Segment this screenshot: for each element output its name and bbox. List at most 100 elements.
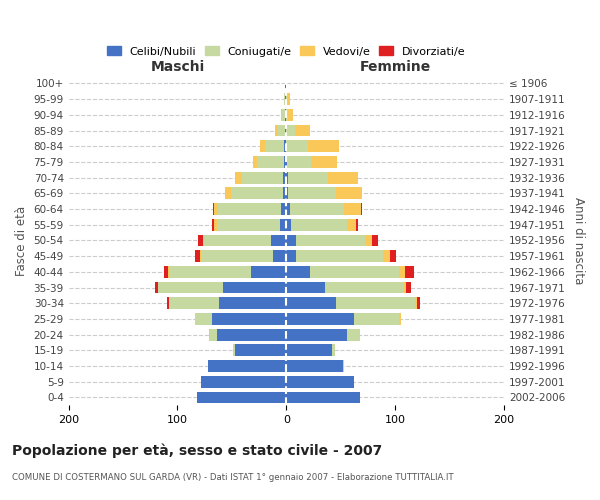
Bar xyxy=(310,266,400,278)
Bar xyxy=(158,282,223,294)
Bar xyxy=(208,360,286,372)
Bar xyxy=(286,344,332,356)
Bar xyxy=(284,94,285,105)
Bar xyxy=(286,298,337,309)
Bar xyxy=(282,109,285,121)
Bar xyxy=(286,219,290,230)
Bar xyxy=(202,250,273,262)
Bar xyxy=(285,94,286,105)
Bar xyxy=(286,94,287,105)
Bar xyxy=(212,219,214,230)
Bar xyxy=(169,266,251,278)
Bar xyxy=(405,266,413,278)
Bar xyxy=(214,203,218,215)
Bar xyxy=(347,329,361,340)
Bar xyxy=(417,298,420,309)
Bar xyxy=(283,188,286,200)
Bar xyxy=(286,140,308,152)
Bar xyxy=(226,188,231,200)
Bar xyxy=(296,234,366,246)
Text: Femmine: Femmine xyxy=(359,60,431,74)
Bar xyxy=(217,219,280,230)
Bar xyxy=(169,298,219,309)
Bar xyxy=(404,282,406,294)
Bar xyxy=(290,219,347,230)
Bar xyxy=(209,329,210,340)
Bar xyxy=(253,156,257,168)
Bar xyxy=(285,78,286,90)
Bar xyxy=(286,360,343,372)
Bar xyxy=(286,188,289,200)
Bar xyxy=(275,124,278,136)
Bar xyxy=(308,140,338,152)
Bar xyxy=(328,172,358,184)
Bar xyxy=(283,172,286,184)
Bar xyxy=(286,172,289,184)
Bar xyxy=(197,392,286,404)
Bar xyxy=(286,203,290,215)
Bar xyxy=(337,188,362,200)
Bar xyxy=(332,344,335,356)
Bar xyxy=(325,282,404,294)
Bar xyxy=(235,172,242,184)
Bar xyxy=(286,266,310,278)
Bar xyxy=(210,329,217,340)
Bar xyxy=(295,124,310,136)
Bar xyxy=(195,250,200,262)
Bar xyxy=(290,203,344,215)
Bar xyxy=(231,188,283,200)
Bar xyxy=(285,124,286,136)
Bar xyxy=(265,140,284,152)
Bar xyxy=(223,282,286,294)
Bar xyxy=(200,250,202,262)
Bar xyxy=(296,250,383,262)
Bar xyxy=(203,234,271,246)
Bar xyxy=(281,203,286,215)
Bar xyxy=(235,344,286,356)
Bar xyxy=(260,140,265,152)
Bar xyxy=(284,140,286,152)
Bar xyxy=(284,156,286,168)
Bar xyxy=(286,313,354,325)
Bar xyxy=(343,360,344,372)
Bar xyxy=(383,250,389,262)
Bar xyxy=(286,156,287,168)
Bar xyxy=(281,109,282,121)
Bar xyxy=(167,298,169,309)
Bar xyxy=(372,234,378,246)
Bar xyxy=(257,156,284,168)
Bar xyxy=(233,344,235,356)
Bar xyxy=(278,124,285,136)
Bar xyxy=(286,234,296,246)
Bar xyxy=(217,329,286,340)
Bar xyxy=(164,266,167,278)
Bar xyxy=(286,282,325,294)
Bar xyxy=(285,109,286,121)
Bar xyxy=(286,124,295,136)
Bar xyxy=(286,392,361,404)
Bar xyxy=(155,282,158,294)
Bar xyxy=(218,203,281,215)
Bar xyxy=(167,266,169,278)
Bar xyxy=(354,313,400,325)
Bar xyxy=(400,313,401,325)
Bar xyxy=(214,219,217,230)
Text: COMUNE DI COSTERMANO SUL GARDA (VR) - Dati ISTAT 1° gennaio 2007 - Elaborazione : COMUNE DI COSTERMANO SUL GARDA (VR) - Da… xyxy=(12,473,454,482)
Bar xyxy=(286,250,296,262)
Text: Maschi: Maschi xyxy=(151,60,205,74)
Bar xyxy=(337,298,415,309)
Bar xyxy=(400,266,405,278)
Bar xyxy=(361,203,362,215)
Bar xyxy=(242,172,283,184)
Bar xyxy=(406,282,412,294)
Bar xyxy=(286,109,289,121)
Bar xyxy=(356,219,358,230)
Bar xyxy=(202,376,286,388)
Bar xyxy=(198,234,203,246)
Bar xyxy=(289,109,293,121)
Bar xyxy=(286,329,347,340)
Bar xyxy=(415,298,417,309)
Bar xyxy=(289,188,337,200)
Bar xyxy=(366,234,372,246)
Bar xyxy=(344,203,361,215)
